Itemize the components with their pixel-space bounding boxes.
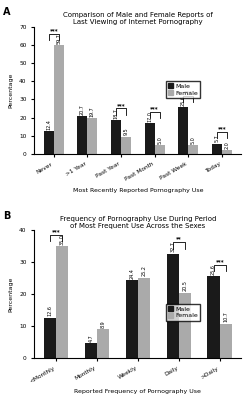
Text: B: B bbox=[3, 211, 11, 221]
Text: **: ** bbox=[176, 236, 182, 242]
Bar bbox=[220, 324, 232, 358]
Legend: Male, Female: Male, Female bbox=[166, 304, 201, 321]
Bar bbox=[85, 343, 97, 358]
Text: ***: *** bbox=[184, 90, 193, 95]
Text: 9.5: 9.5 bbox=[124, 128, 129, 135]
X-axis label: Most Recently Reported Pornography Use: Most Recently Reported Pornography Use bbox=[73, 188, 203, 193]
Text: 5.7: 5.7 bbox=[214, 134, 219, 142]
Bar bbox=[212, 144, 222, 154]
Text: ***: *** bbox=[49, 28, 58, 33]
Bar bbox=[44, 318, 56, 358]
Bar bbox=[188, 145, 198, 154]
Bar bbox=[144, 123, 155, 154]
Text: 5.0: 5.0 bbox=[191, 136, 196, 144]
Bar bbox=[207, 276, 220, 358]
Text: 4.7: 4.7 bbox=[88, 334, 93, 342]
Bar bbox=[155, 145, 165, 154]
Text: ***: *** bbox=[218, 126, 226, 132]
Text: 5.0: 5.0 bbox=[157, 136, 162, 144]
Text: 17.0: 17.0 bbox=[147, 111, 152, 122]
Text: 2.0: 2.0 bbox=[225, 141, 229, 149]
Text: 35.0: 35.0 bbox=[60, 234, 65, 245]
Text: 12.6: 12.6 bbox=[47, 306, 52, 316]
Text: 18.7: 18.7 bbox=[113, 108, 119, 119]
Text: 59.7: 59.7 bbox=[56, 33, 61, 44]
Text: ***: *** bbox=[52, 229, 60, 234]
Bar bbox=[121, 137, 131, 154]
Text: 19.7: 19.7 bbox=[90, 106, 95, 117]
Legend: Male, Female: Male, Female bbox=[166, 81, 201, 98]
Bar bbox=[87, 118, 98, 154]
Bar bbox=[56, 246, 68, 358]
Text: 24.4: 24.4 bbox=[129, 268, 134, 279]
Bar bbox=[44, 131, 54, 154]
Text: 25.6: 25.6 bbox=[181, 95, 186, 106]
Text: 8.9: 8.9 bbox=[101, 320, 105, 328]
Text: 20.7: 20.7 bbox=[80, 104, 85, 115]
Bar bbox=[178, 107, 188, 154]
Y-axis label: Percentage: Percentage bbox=[9, 276, 14, 312]
Text: 10.7: 10.7 bbox=[223, 312, 228, 322]
Bar bbox=[111, 120, 121, 154]
Y-axis label: Percentage: Percentage bbox=[9, 72, 14, 108]
Bar bbox=[166, 254, 179, 358]
Bar bbox=[138, 278, 150, 358]
Text: ***: *** bbox=[150, 106, 159, 111]
Bar bbox=[77, 116, 87, 154]
Bar bbox=[179, 292, 191, 358]
Bar bbox=[125, 280, 138, 358]
Bar bbox=[97, 330, 109, 358]
X-axis label: Reported Frequency of Pornography Use: Reported Frequency of Pornography Use bbox=[74, 390, 201, 394]
Text: 32.7: 32.7 bbox=[170, 242, 175, 252]
Title: Comparison of Male and Female Reports of
Last Viewing of Internet Pornography: Comparison of Male and Female Reports of… bbox=[63, 12, 213, 25]
Text: ***: *** bbox=[215, 259, 224, 264]
Bar bbox=[54, 45, 64, 154]
Text: 25.6: 25.6 bbox=[211, 264, 216, 275]
Text: 20.5: 20.5 bbox=[183, 280, 187, 291]
Text: ***: *** bbox=[117, 103, 125, 108]
Text: A: A bbox=[3, 8, 11, 18]
Bar bbox=[222, 150, 232, 154]
Text: 25.2: 25.2 bbox=[142, 265, 146, 276]
Text: 12.4: 12.4 bbox=[46, 119, 51, 130]
Title: Frequency of Pornography Use During Period
of Most Frequent Use Across the Sexes: Frequency of Pornography Use During Peri… bbox=[60, 216, 216, 229]
